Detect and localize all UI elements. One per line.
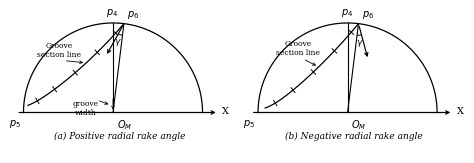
Text: $p_6$: $p_6$: [362, 9, 374, 21]
Text: $O_M$: $O_M$: [351, 118, 366, 132]
Text: $\gamma$: $\gamma$: [114, 37, 122, 48]
Text: $p_4$: $p_4$: [106, 7, 118, 19]
Text: $\gamma$: $\gamma$: [356, 38, 364, 49]
Text: Groove
section line: Groove section line: [276, 40, 320, 57]
Text: $p_6$: $p_6$: [128, 9, 140, 21]
Text: groove
width: groove width: [73, 100, 99, 117]
Text: X: X: [457, 107, 464, 116]
Text: $p_5$: $p_5$: [9, 118, 21, 130]
Text: $p_5$: $p_5$: [243, 118, 255, 130]
Text: (b) Negative radial rake angle: (b) Negative radial rake angle: [285, 132, 423, 141]
Text: Groove
section line: Groove section line: [37, 42, 81, 59]
Text: $p_4$: $p_4$: [341, 7, 353, 19]
Text: $O_M$: $O_M$: [117, 118, 132, 132]
Text: (a) Positive radial rake angle: (a) Positive radial rake angle: [54, 132, 185, 141]
Text: X: X: [222, 107, 229, 116]
